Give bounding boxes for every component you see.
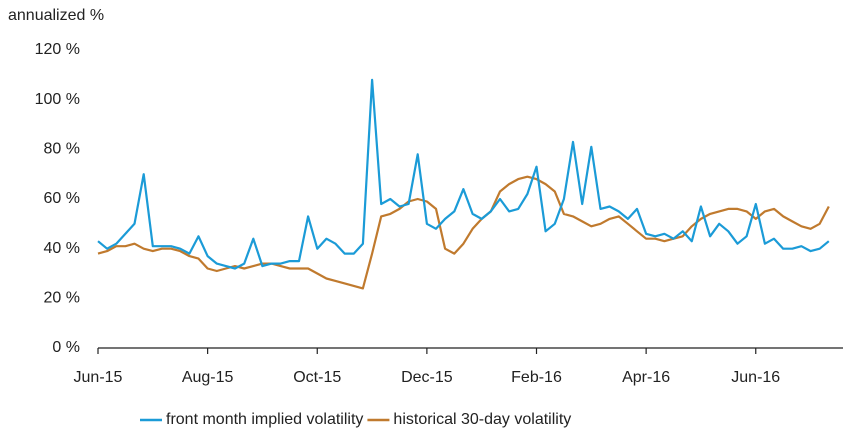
y-tick-label: 100 % bbox=[35, 91, 80, 108]
y-tick-label: 0 % bbox=[52, 339, 80, 356]
legend-label: front month implied volatility bbox=[166, 411, 363, 428]
x-tick-label: Apr-16 bbox=[622, 369, 670, 386]
x-tick-label: Aug-15 bbox=[182, 369, 234, 386]
y-tick-label: 60 % bbox=[44, 190, 80, 207]
y-tick-label: 20 % bbox=[44, 290, 80, 307]
y-tick-label: 40 % bbox=[44, 240, 80, 257]
x-tick-label: Jun-15 bbox=[74, 369, 123, 386]
series-line bbox=[97, 175, 830, 290]
legend-label: historical 30-day volatility bbox=[393, 411, 571, 428]
series-line bbox=[97, 78, 830, 270]
y-tick-label: 80 % bbox=[44, 141, 80, 158]
x-tick-label: Oct-15 bbox=[293, 369, 341, 386]
y-tick-label: 120 % bbox=[35, 41, 80, 58]
y-axis-label: annualized % bbox=[8, 7, 104, 24]
x-tick-label: Feb-16 bbox=[511, 369, 562, 386]
x-tick-label: Dec-15 bbox=[401, 369, 453, 386]
x-tick-label: Jun-16 bbox=[731, 369, 780, 386]
